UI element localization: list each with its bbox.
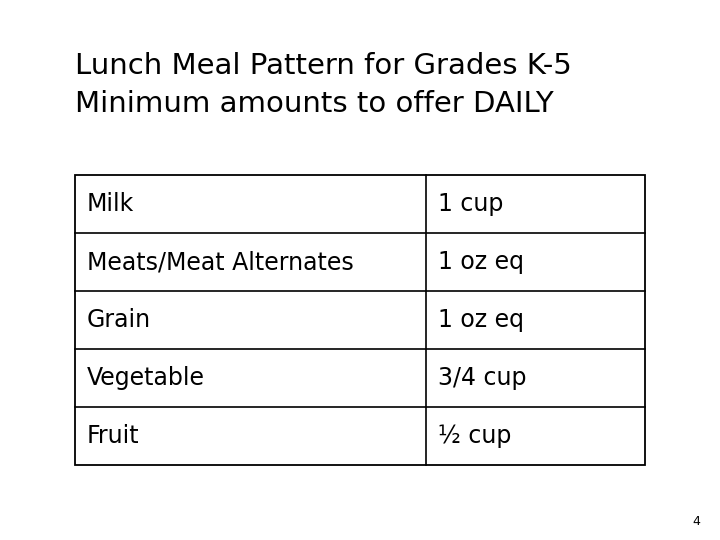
Text: 3/4 cup: 3/4 cup <box>438 366 526 390</box>
Text: Meats/Meat Alternates: Meats/Meat Alternates <box>87 250 354 274</box>
Text: Milk: Milk <box>87 192 134 216</box>
Text: Vegetable: Vegetable <box>87 366 205 390</box>
Bar <box>75 175 645 465</box>
Text: Grain: Grain <box>87 308 151 332</box>
Text: Fruit: Fruit <box>87 424 140 448</box>
Text: Lunch Meal Pattern for Grades K-5: Lunch Meal Pattern for Grades K-5 <box>75 52 572 80</box>
Text: 1 cup: 1 cup <box>438 192 503 216</box>
Text: 1 oz eq: 1 oz eq <box>438 250 523 274</box>
Text: 4: 4 <box>692 515 700 528</box>
Text: ½ cup: ½ cup <box>438 424 511 448</box>
Text: Minimum amounts to offer DAILY: Minimum amounts to offer DAILY <box>75 90 554 118</box>
Text: 1 oz eq: 1 oz eq <box>438 308 523 332</box>
